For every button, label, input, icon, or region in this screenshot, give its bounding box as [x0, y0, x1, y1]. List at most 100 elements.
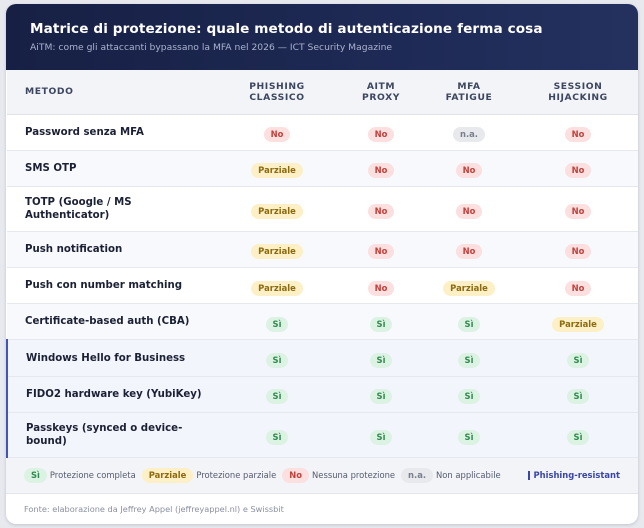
protection-badge: No	[455, 203, 483, 219]
column-header-session-hijacking: SESSION HIJACKING	[517, 70, 638, 115]
protection-table: METODO PHISHING CLASSICO AITM PROXY MFA …	[6, 70, 638, 458]
protection-badge: n.a.	[453, 127, 485, 143]
protection-cell: Sì	[421, 376, 517, 413]
protection-badge: Parziale	[552, 316, 604, 332]
table-row: Password senza MFA No No n.a. No	[7, 114, 638, 151]
protection-cell: No	[517, 150, 638, 187]
protection-badge: Sì	[566, 353, 590, 369]
protection-cell: No	[517, 186, 638, 232]
card-header: Matrice di protezione: quale metodo di a…	[6, 4, 638, 70]
protection-badge: Sì	[566, 389, 590, 405]
protection-cell: No	[517, 114, 638, 151]
protection-badge: Parziale	[251, 203, 303, 219]
protection-badge: Sì	[265, 353, 289, 369]
protection-badge: Parziale	[251, 163, 303, 179]
protection-cell: Sì	[213, 303, 341, 341]
protection-badge: No	[564, 163, 592, 179]
table-row: Certificate-based auth (CBA) Sì Sì Sì Parzia…	[7, 303, 638, 341]
table-header-row: METODO PHISHING CLASSICO AITM PROXY MFA …	[7, 70, 638, 115]
protection-badge: No	[367, 244, 395, 260]
protection-badge: No	[564, 280, 592, 296]
protection-cell: No	[421, 150, 517, 187]
protection-matrix-card: Matrice di protezione: quale metodo di a…	[6, 4, 638, 524]
protection-badge: Sì	[369, 389, 393, 405]
protection-cell: Sì	[341, 339, 421, 377]
protection-cell: No	[341, 231, 421, 269]
column-header-mfa-fatigue: MFA FATIGUE	[421, 70, 517, 115]
table-row: TOTP (Google / MS Authenticator) Parziale…	[7, 186, 638, 232]
protection-badge: Sì	[457, 429, 481, 445]
protection-badge: No	[367, 280, 395, 296]
table-row: Passkeys (synced o device-bound) Sì Sì Sì Sì	[6, 412, 638, 458]
source-footer: Fonte: elaborazione da Jeffrey Appel (je…	[24, 503, 284, 514]
protection-cell: Parziale	[213, 231, 341, 269]
protection-badge: Sì	[369, 429, 393, 445]
legend: Sì Protezione completa Parziale Protezio…	[6, 457, 638, 494]
legend-badge-parziale: Parziale	[141, 467, 194, 483]
legend-badge-no: No	[282, 467, 310, 483]
protection-badge: Parziale	[251, 244, 303, 260]
protection-badge: Sì	[566, 429, 590, 445]
protection-cell: Parziale	[213, 186, 341, 232]
protection-badge: No	[564, 127, 592, 143]
protection-cell: Sì	[341, 376, 421, 413]
table-row: FIDO2 hardware key (YubiKey) Sì Sì Sì Sì	[6, 376, 638, 413]
table-row: SMS OTP Parziale No No No	[7, 150, 638, 187]
method-name: Windows Hello for Business	[6, 339, 213, 377]
protection-badge: No	[564, 203, 592, 219]
protection-cell: Sì	[421, 339, 517, 377]
protection-cell: No	[421, 231, 517, 269]
protection-cell: Sì	[341, 412, 421, 458]
method-name: Certificate-based auth (CBA)	[7, 303, 213, 341]
method-name: FIDO2 hardware key (YubiKey)	[6, 376, 213, 413]
protection-cell: No	[517, 231, 638, 269]
protection-cell: No	[341, 114, 421, 151]
protection-cell: Parziale	[213, 267, 341, 305]
protection-cell: Sì	[213, 412, 341, 458]
protection-badge: No	[564, 244, 592, 260]
protection-cell: Sì	[517, 339, 638, 377]
legend-phishing-resistant-label: Phishing-resistant	[533, 470, 621, 481]
table-row: Push notification Parziale No No No	[7, 231, 638, 269]
method-name: Password senza MFA	[7, 114, 213, 151]
protection-cell: Parziale	[517, 303, 638, 341]
legend-text-parziale: Protezione parziale	[196, 470, 277, 481]
legend-text-na: Non applicabile	[436, 470, 501, 481]
phishing-resistant-bar-icon	[527, 470, 530, 480]
protection-badge: Sì	[369, 353, 393, 369]
method-name: Push con number matching	[7, 267, 213, 305]
protection-badge: No	[263, 127, 291, 143]
protection-badge: No	[455, 163, 483, 179]
page-subtitle: AiTM: come gli attaccanti bypassano la M…	[30, 42, 393, 53]
method-name: Passkeys (synced o device-bound)	[6, 412, 213, 458]
legend-badge-na: n.a.	[401, 467, 434, 483]
protection-cell: No	[213, 114, 341, 151]
method-name: TOTP (Google / MS Authenticator)	[7, 186, 213, 232]
legend-badge-si: Sì	[24, 467, 47, 483]
protection-badge: Parziale	[443, 280, 495, 296]
method-name: SMS OTP	[7, 150, 213, 187]
legend-text-si: Protezione completa	[49, 470, 136, 481]
legend-text-no: Nessuna protezione	[312, 470, 396, 481]
protection-cell: Sì	[517, 376, 638, 413]
protection-cell: No	[341, 267, 421, 305]
protection-cell: No	[341, 186, 421, 232]
protection-cell: Sì	[517, 412, 638, 458]
protection-cell: Sì	[421, 303, 517, 341]
legend-phishing-resistant: Phishing-resistant	[527, 470, 621, 481]
protection-badge: Sì	[457, 353, 481, 369]
protection-badge: Parziale	[251, 280, 303, 296]
column-header-aitm-proxy: AITM PROXY	[341, 70, 421, 115]
protection-badge: No	[367, 203, 395, 219]
protection-cell: No	[421, 186, 517, 232]
protection-badge: Sì	[265, 429, 289, 445]
protection-cell: Sì	[213, 339, 341, 377]
protection-cell: No	[517, 267, 638, 305]
protection-cell: Sì	[421, 412, 517, 458]
protection-cell: n.a.	[421, 114, 517, 151]
protection-badge: Sì	[265, 316, 289, 332]
table-row: Windows Hello for Business Sì Sì Sì Sì	[6, 339, 638, 377]
page-title: Matrice di protezione: quale metodo di a…	[30, 21, 543, 37]
protection-cell: Parziale	[213, 150, 341, 187]
table-row: Push con number matching Parziale No Parzia…	[7, 267, 638, 305]
